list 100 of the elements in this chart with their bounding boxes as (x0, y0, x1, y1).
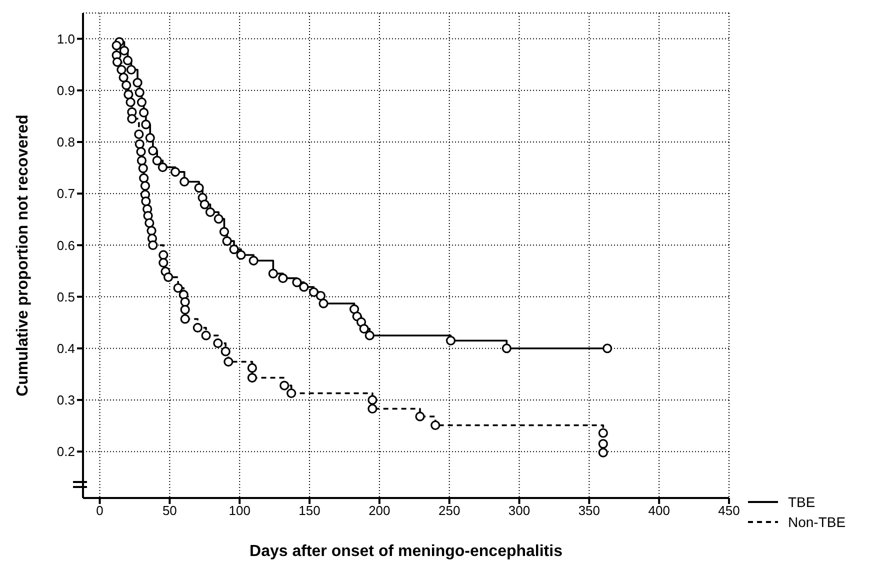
legend-label: Non-TBE (788, 514, 846, 530)
point (430, 420, 440, 430)
point (139, 108, 149, 118)
y-tick-label: 1.0 (56, 31, 75, 46)
point (415, 412, 425, 422)
point (192, 322, 202, 333)
point (278, 273, 288, 283)
point (299, 282, 309, 292)
y-tick-label: 0.8 (56, 134, 75, 150)
point (602, 344, 612, 354)
y-tick-label: 0.6 (56, 238, 75, 253)
x-axis-title: Days after onset of meningo-encephalitis (250, 543, 563, 560)
point (119, 46, 130, 56)
y-axis-title: Cumulative proportion not recovered (14, 114, 32, 396)
point (136, 156, 147, 166)
point (163, 272, 174, 282)
y-tick-label: 0.7 (56, 186, 75, 202)
y-tick-label: 0.4 (56, 340, 75, 356)
x-tick-label: 200 (368, 503, 390, 518)
point (134, 88, 144, 98)
point (359, 324, 369, 334)
x-tick-label: 300 (508, 503, 530, 518)
point (136, 146, 146, 157)
point (316, 290, 326, 301)
point (200, 200, 210, 210)
point (308, 287, 319, 297)
point (173, 283, 183, 293)
point (224, 356, 234, 367)
point (118, 72, 128, 82)
point (318, 298, 328, 308)
y-tick-label: 0.2 (56, 444, 75, 460)
point (502, 344, 512, 354)
point (222, 236, 232, 246)
x-tick-label: 0 (96, 503, 104, 518)
x-tick-label: 100 (228, 503, 250, 518)
point (134, 129, 144, 140)
point (220, 346, 230, 356)
x-tick-label: 400 (648, 503, 670, 518)
point (247, 372, 257, 383)
point (112, 57, 122, 67)
point (180, 314, 190, 324)
point (598, 428, 608, 438)
point (205, 207, 216, 217)
x-tick-label: 250 (438, 503, 460, 518)
point (158, 250, 168, 260)
x-tick-label: 150 (298, 503, 320, 518)
point (146, 226, 156, 236)
point (286, 388, 296, 398)
point (229, 244, 239, 254)
point (368, 395, 378, 405)
x-tick-label: 350 (578, 503, 600, 518)
point (139, 173, 149, 183)
point (134, 139, 144, 149)
point (214, 214, 224, 224)
point (122, 56, 133, 66)
point (148, 240, 158, 250)
point (132, 78, 142, 88)
x-tick-label: 50 (162, 503, 177, 518)
point (145, 133, 155, 143)
point (127, 114, 137, 124)
point (126, 97, 136, 108)
y-tick-label: 0.3 (56, 392, 75, 408)
point (364, 330, 374, 340)
point (268, 268, 278, 278)
point (122, 80, 132, 90)
point (194, 183, 204, 193)
point (280, 380, 290, 390)
y-tick-label: 0.5 (56, 289, 75, 304)
point (598, 448, 608, 458)
point (136, 97, 147, 108)
point (219, 226, 230, 237)
point (180, 304, 190, 314)
point (158, 258, 168, 268)
point (144, 218, 154, 228)
point (349, 304, 360, 314)
point (247, 363, 257, 373)
point (248, 256, 258, 266)
point (201, 330, 211, 340)
point (446, 336, 456, 346)
point (292, 278, 302, 288)
point (368, 404, 378, 414)
point (180, 297, 190, 307)
point (124, 90, 134, 100)
point (116, 64, 126, 75)
point (598, 439, 608, 449)
point (141, 196, 151, 206)
legend-label: TBE (788, 494, 816, 510)
point (112, 40, 122, 50)
point (236, 250, 246, 260)
point (148, 146, 158, 156)
point (170, 167, 180, 177)
point (141, 120, 151, 130)
point (180, 176, 190, 187)
point (138, 164, 148, 174)
point (158, 162, 168, 172)
point (126, 64, 136, 75)
y-tick-label: 0.9 (56, 83, 75, 98)
point (152, 156, 162, 166)
point (213, 338, 223, 348)
x-tick-label: 450 (718, 503, 740, 518)
